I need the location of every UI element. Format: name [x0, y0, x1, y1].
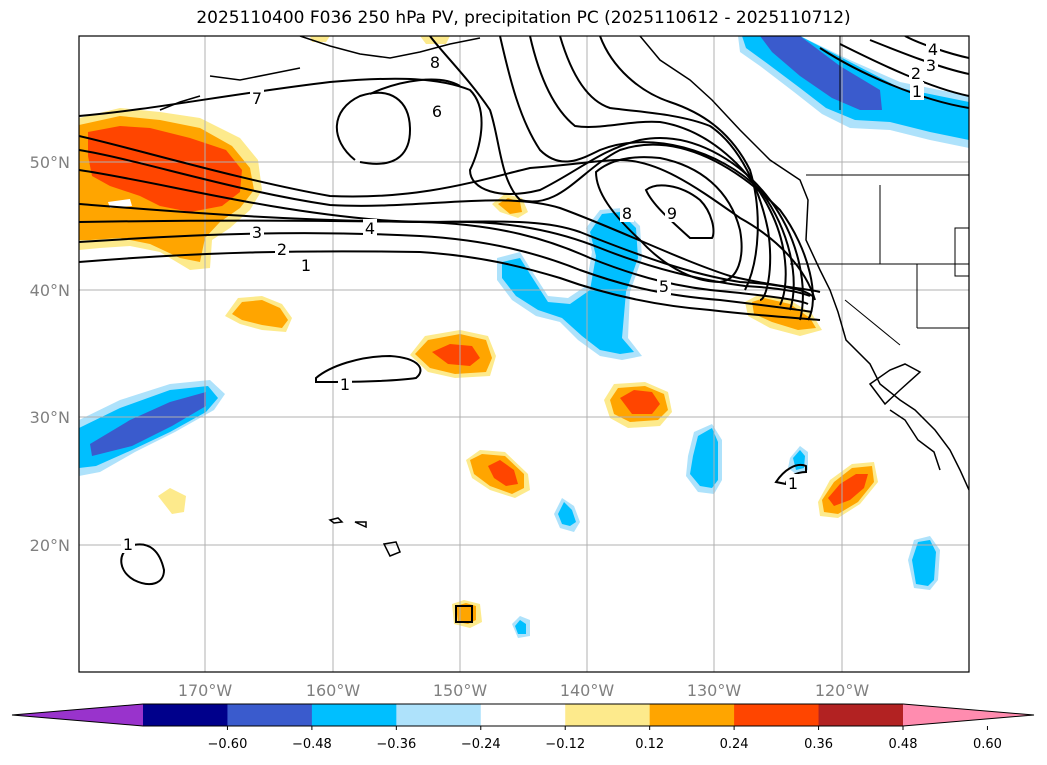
colorbar-segment: [818, 704, 904, 726]
contour-label: 3: [252, 223, 262, 242]
contour-label: 6: [432, 102, 442, 121]
contour-label: 2: [277, 240, 287, 259]
country-borders: [790, 36, 969, 346]
colorbar-tick-label: −0.12: [545, 737, 585, 752]
precip-shading: [79, 36, 969, 638]
colorbar-segment: [649, 704, 735, 726]
lon-label: 130°W: [687, 681, 742, 700]
lat-label: 40°N: [30, 281, 70, 300]
lon-label: 160°W: [306, 681, 361, 700]
contour-label: 7: [252, 89, 262, 108]
colorbar-segment: [311, 704, 397, 726]
colorbar-tick-label: −0.24: [461, 737, 501, 752]
colorbar-segment: [734, 704, 820, 726]
colorbar: −0.60 −0.48 −0.36 −0.24 −0.12 0.12 0.24 0.36 0.4…: [11, 703, 1035, 752]
lat-label: 20°N: [30, 536, 70, 555]
colorbar-tick-label: −0.36: [376, 737, 416, 752]
contour-labels: 7 8 6 9 8 5 4 3 2 1 4 3 2 1: [121, 40, 940, 554]
colorbar-segment: [396, 704, 482, 726]
longitude-labels: 170°W 160°W 150°W 140°W 130°W 120°W: [178, 681, 870, 700]
lat-label: 30°N: [30, 408, 70, 427]
contour-label: 5: [659, 277, 669, 296]
contour-label: 1: [340, 375, 350, 394]
map-frame: [78, 35, 970, 673]
graticule: [79, 36, 969, 672]
pv-contours: [79, 36, 969, 623]
colorbar-tick-label: 0.48: [889, 737, 918, 752]
colorbar-extend-min: [12, 704, 143, 726]
colorbar-segment: [565, 704, 651, 726]
contour-label: 1: [788, 474, 798, 493]
contour-label: 9: [667, 204, 677, 223]
lon-label: 150°W: [433, 681, 488, 700]
map-field: 7 8 6 9 8 5 4 3 2 1 4 3 2 1: [79, 36, 969, 672]
colorbar-extend-max: [903, 704, 1034, 726]
contour-label: 4: [365, 219, 375, 238]
map-title: 2025110400 F036 250 hPa PV, precipitatio…: [196, 8, 851, 28]
colorbar-tick-label: 0.60: [973, 737, 1002, 752]
colorbar-tick-label: −0.60: [208, 737, 248, 752]
contour-label: 4: [928, 40, 938, 59]
lon-label: 170°W: [178, 681, 233, 700]
colorbar-segment: [143, 704, 228, 726]
lon-label: 120°W: [815, 681, 870, 700]
colorbar-tick-label: 0.24: [720, 737, 749, 752]
colorbar-segment: [480, 704, 566, 726]
colorbar-tick-label: −0.48: [292, 737, 332, 752]
colorbar-tick-label: 0.12: [635, 737, 664, 752]
colorbar-tick-label: 0.36: [804, 737, 833, 752]
contour-label: 3: [926, 56, 936, 75]
contour-label: 1: [912, 82, 922, 101]
contour-label: 1: [301, 256, 311, 275]
contour-label: 1: [123, 535, 133, 554]
coastlines: [159, 36, 969, 557]
colorbar-segment: [227, 704, 313, 726]
contour-label: 8: [430, 53, 440, 72]
colorbar-outline: [11, 703, 1035, 727]
contour-label: 8: [622, 204, 632, 223]
lon-label: 140°W: [560, 681, 615, 700]
contour-label: 2: [911, 64, 921, 83]
latitude-labels: 50°N 40°N 30°N 20°N: [30, 153, 70, 555]
lat-label: 50°N: [30, 153, 70, 172]
